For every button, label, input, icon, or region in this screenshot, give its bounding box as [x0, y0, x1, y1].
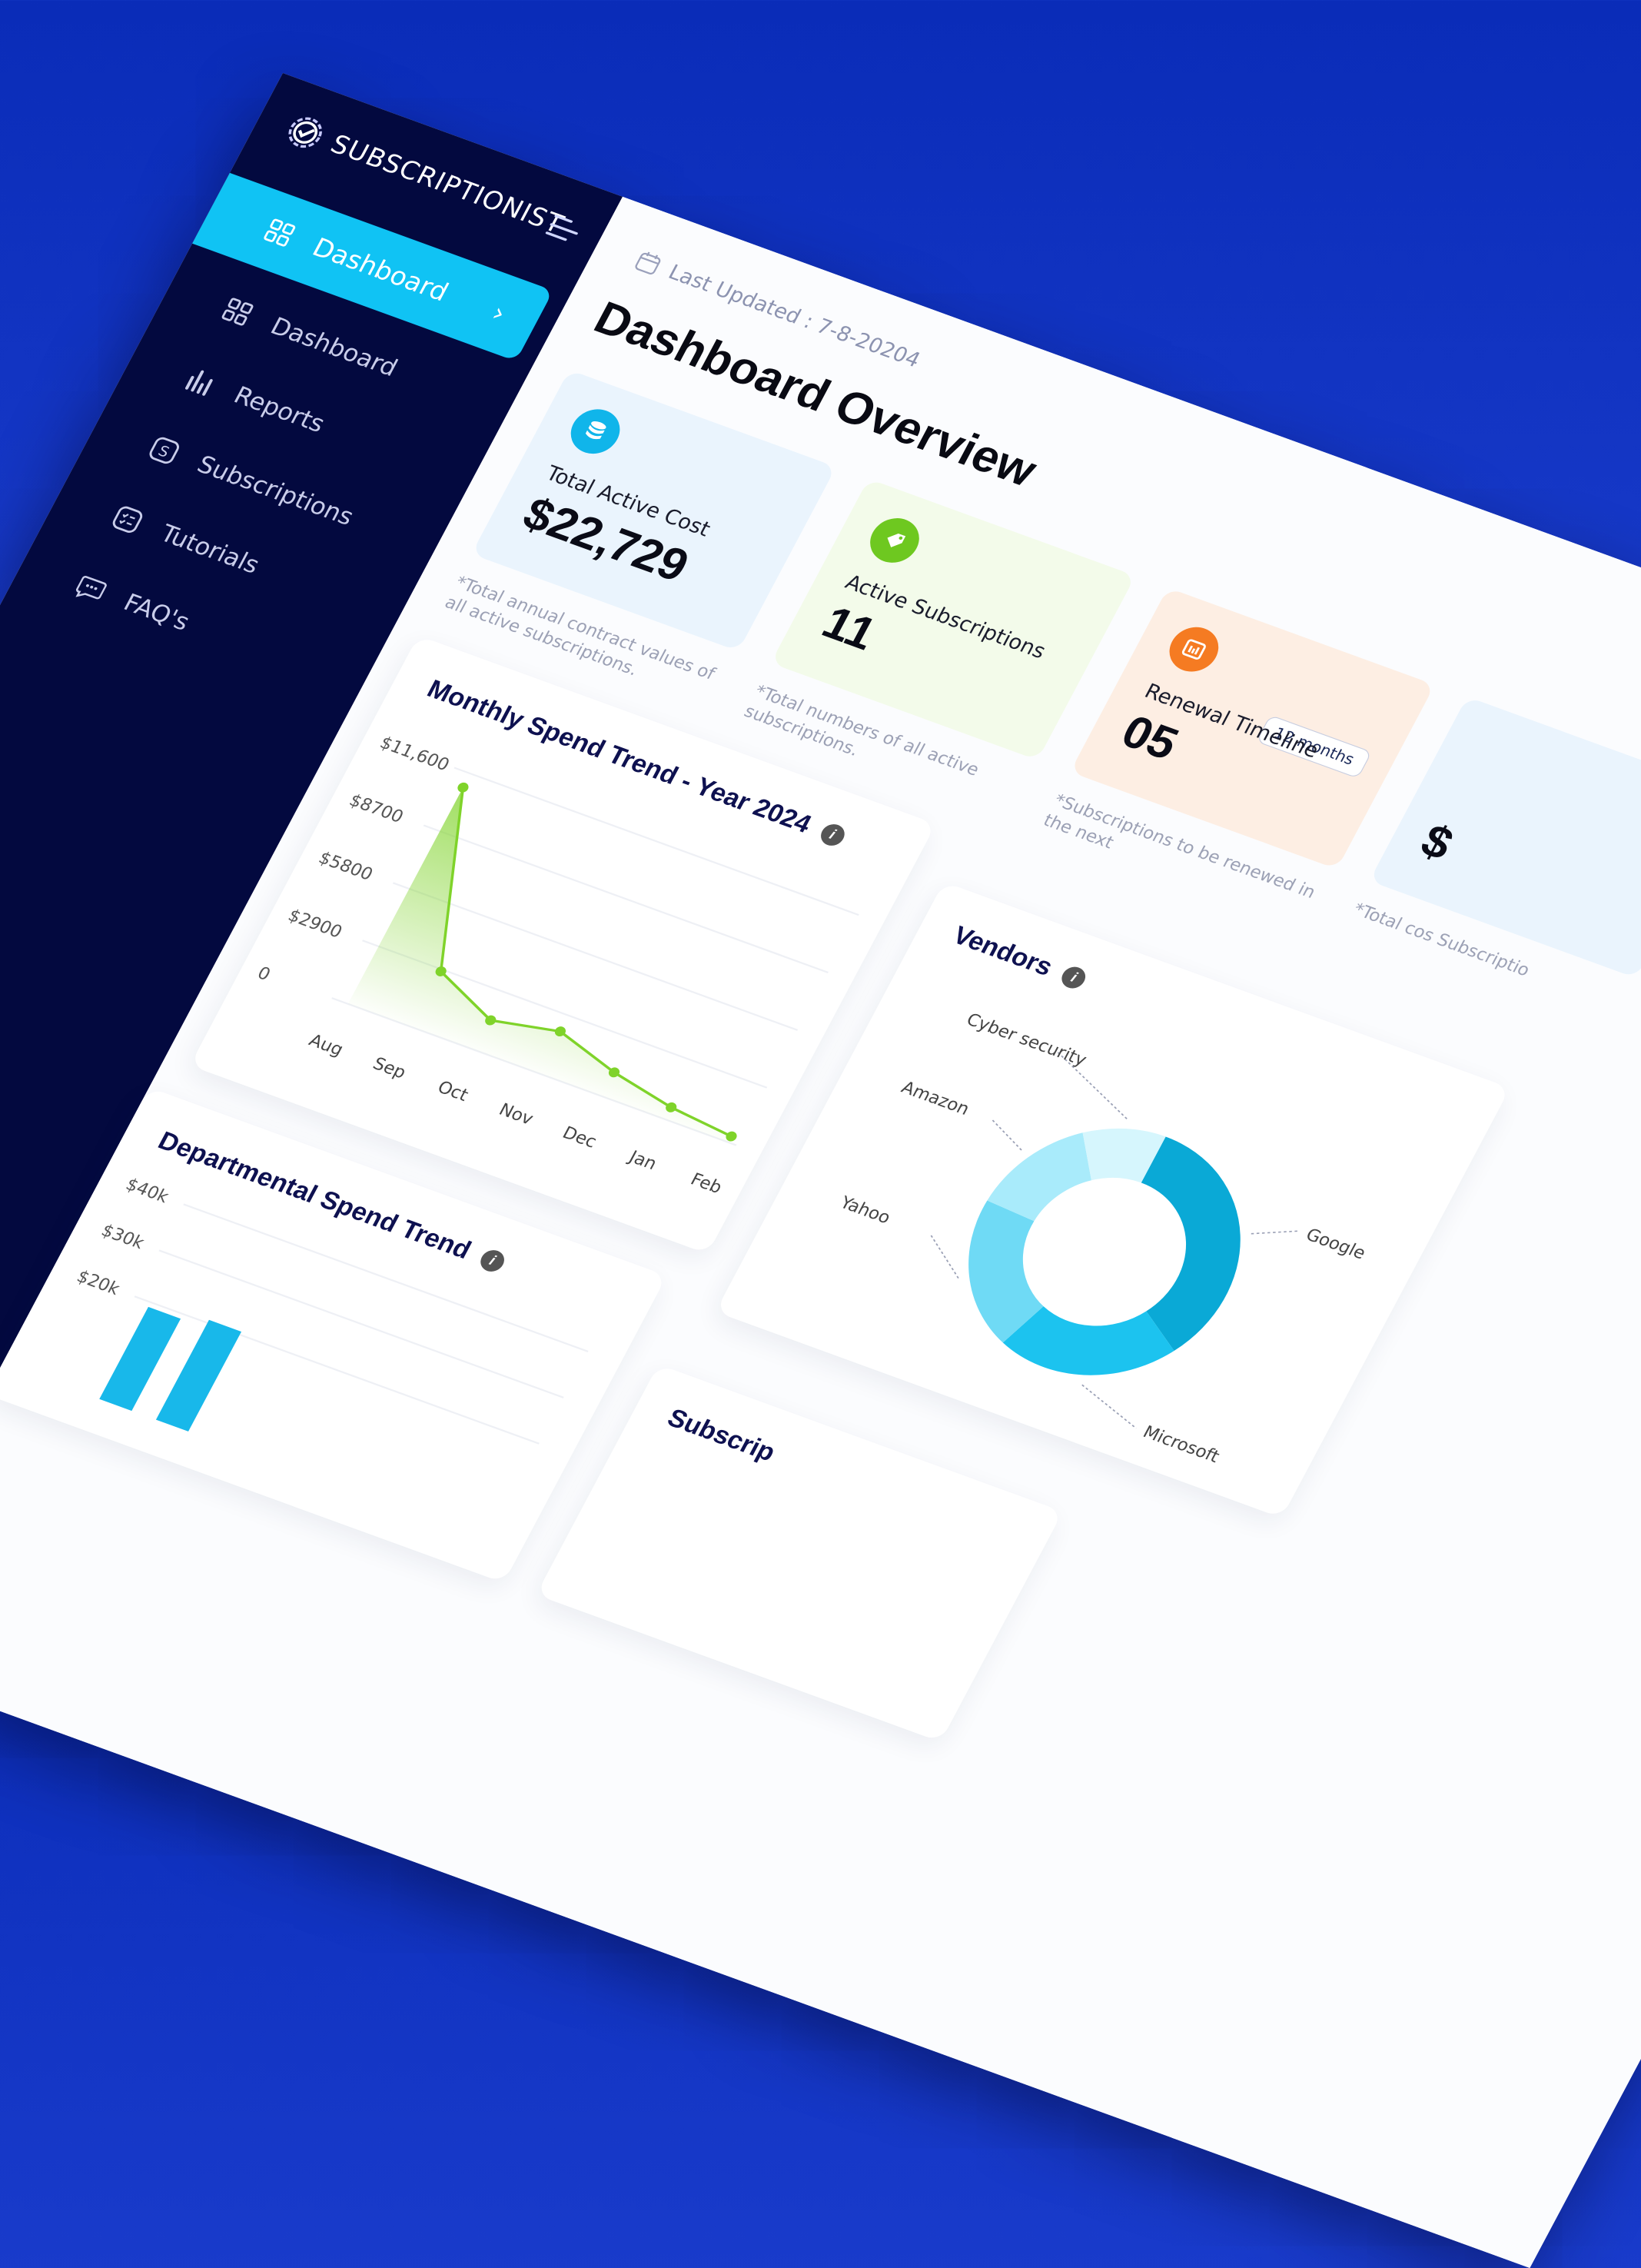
grid-icon: [220, 296, 257, 328]
vendors-donut-chart: Google Microsoft Yahoo Amazon Cyber security: [836, 1009, 1369, 1467]
grid-line: [134, 1295, 540, 1445]
x-tick-label: Nov: [496, 1100, 536, 1129]
main-content: Last Updated : 7-8-20204 Dashboard Overv…: [0, 196, 1641, 2268]
donut-slice[interactable]: [1063, 1111, 1166, 1196]
info-icon[interactable]: i: [816, 820, 849, 849]
donut-slice[interactable]: [1071, 1136, 1287, 1358]
sidebar-item-label: Dashboard: [307, 232, 453, 308]
slice-label: Microsoft: [1140, 1422, 1223, 1467]
sidebar-item-reports[interactable]: Reports: [182, 364, 330, 438]
monthly-spend-chart: $11,600 $8700 $5800 $2900 0 Aug Sep Oct Nov Dec Ja…: [254, 733, 859, 1198]
checklist-icon: [109, 504, 146, 535]
vendors-panel: Vendors i Google Microsoft Yahoo Amazon Cybe…: [715, 882, 1510, 1518]
logo-check-icon: [288, 117, 323, 148]
data-point[interactable]: [553, 1025, 567, 1038]
y-tick-label: $20k: [73, 1267, 123, 1299]
slice-label: Yahoo: [836, 1192, 894, 1228]
card-note: *Total cos Subscriptio: [1350, 898, 1534, 980]
card-value: 05: [1113, 706, 1187, 770]
card-value: $: [1412, 814, 1462, 870]
chat-icon: [73, 572, 110, 604]
leader-line: [929, 1233, 959, 1279]
svg-text:S: S: [155, 441, 172, 461]
sidebar-item-label: Dashboard: [266, 311, 403, 382]
card-active-subscriptions[interactable]: Active Subscriptions 11 *Total numbers o…: [741, 478, 1136, 780]
monthly-spend-panel: Monthly Spend Trend - Year 2024 i $11,60…: [189, 635, 936, 1254]
donut-slice[interactable]: [926, 1200, 1081, 1348]
x-tick-label: Sep: [370, 1054, 410, 1083]
last-updated: Last Updated : 7-8-20204: [632, 248, 925, 372]
data-point[interactable]: [483, 1014, 498, 1027]
donut-slice[interactable]: [998, 1272, 1187, 1404]
x-tick-label: Oct: [434, 1077, 472, 1105]
y-tick-label: $30k: [98, 1221, 148, 1253]
data-point[interactable]: [724, 1130, 739, 1143]
subscriptions-panel: Subscrip: [536, 1364, 1063, 1742]
y-tick-label: $5800: [315, 848, 376, 884]
calendar-chart-icon: [1161, 620, 1227, 678]
y-tick-label: $2900: [284, 906, 345, 942]
x-tick-label: Feb: [687, 1169, 726, 1198]
slice-label: Google: [1303, 1225, 1369, 1263]
sidebar-item-label: Tutorials: [155, 519, 264, 580]
donut-slice[interactable]: [985, 1115, 1111, 1232]
leader-line: [991, 1119, 1022, 1151]
leader-line: [1081, 1384, 1137, 1429]
departmental-panel: Departmental Spend Trend i $40k $30k $20…: [0, 1087, 667, 1583]
tag-icon: [862, 511, 928, 570]
leader-line: [1056, 1050, 1128, 1119]
sidebar-item-tutorials[interactable]: Tutorials: [109, 502, 264, 579]
calendar-icon: [635, 251, 661, 274]
data-point[interactable]: [664, 1101, 679, 1114]
grid-icon: [261, 218, 298, 249]
leader-line: [1251, 1230, 1300, 1235]
bar: [155, 1319, 242, 1432]
card-total-cost[interactable]: $ *Total cos Subscriptio: [1350, 697, 1641, 980]
area-fill: [347, 787, 732, 1142]
bar: [99, 1306, 181, 1412]
data-point[interactable]: [434, 965, 448, 978]
card-renewal-timeline[interactable]: 12 months Renewal Timeline 05 *Subscript…: [1040, 587, 1435, 903]
sidebar-item-faqs[interactable]: FAQ's: [72, 571, 194, 636]
departmental-chart: $40k $30k $20k: [73, 1175, 589, 1445]
app-window: SUBSCRIPTIONIST Dashboard › Dashboard Re…: [0, 73, 1641, 2268]
brand[interactable]: SUBSCRIPTIONIST: [278, 109, 570, 243]
scene: SUBSCRIPTIONIST Dashboard › Dashboard Re…: [0, 73, 1641, 1656]
slice-label: Amazon: [898, 1078, 972, 1119]
card-total-active-cost[interactable]: Total Active Cost $22,729 *Total annual …: [441, 369, 836, 683]
x-tick-label: Jan: [624, 1146, 660, 1174]
y-tick-label: $40k: [122, 1175, 172, 1207]
grid-line: [158, 1249, 564, 1398]
sidebar: SUBSCRIPTIONIST Dashboard › Dashboard Re…: [0, 73, 623, 1656]
data-point[interactable]: [607, 1066, 622, 1079]
card-note: *Subscriptions to be renewed in the next: [1040, 790, 1320, 903]
grid-line: [183, 1203, 589, 1352]
card-value: 11: [814, 597, 885, 660]
y-tick-label: $11,600: [377, 733, 453, 775]
panel-title: Subscrip: [663, 1403, 780, 1468]
y-tick-label: $8700: [346, 790, 407, 826]
sidebar-item-label: Reports: [229, 381, 330, 438]
y-tick-label: 0: [254, 963, 274, 985]
bar-chart-icon: [183, 365, 220, 397]
slice-label: Cyber security: [963, 1009, 1090, 1070]
grid-line: [453, 767, 859, 916]
x-tick-label: Dec: [559, 1123, 600, 1152]
sidebar-item-label: FAQ's: [118, 588, 194, 637]
sidebar-item-label: Subscriptions: [192, 450, 359, 531]
database-icon: [562, 402, 629, 461]
x-tick-label: Aug: [306, 1031, 347, 1060]
sidebar-item-dashboard[interactable]: Dashboard: [219, 294, 403, 382]
info-icon[interactable]: i: [476, 1246, 508, 1275]
sidebar-item-dashboard-active[interactable]: Dashboard ›: [192, 172, 553, 361]
chevron-right-icon: ›: [487, 298, 511, 328]
data-point[interactable]: [456, 781, 470, 794]
info-icon[interactable]: i: [1058, 963, 1090, 992]
dollar-icon: S: [146, 434, 183, 466]
grid-line: [423, 824, 829, 973]
grid-line: [392, 882, 799, 1031]
sidebar-item-subscriptions[interactable]: S Subscriptions: [145, 433, 359, 531]
